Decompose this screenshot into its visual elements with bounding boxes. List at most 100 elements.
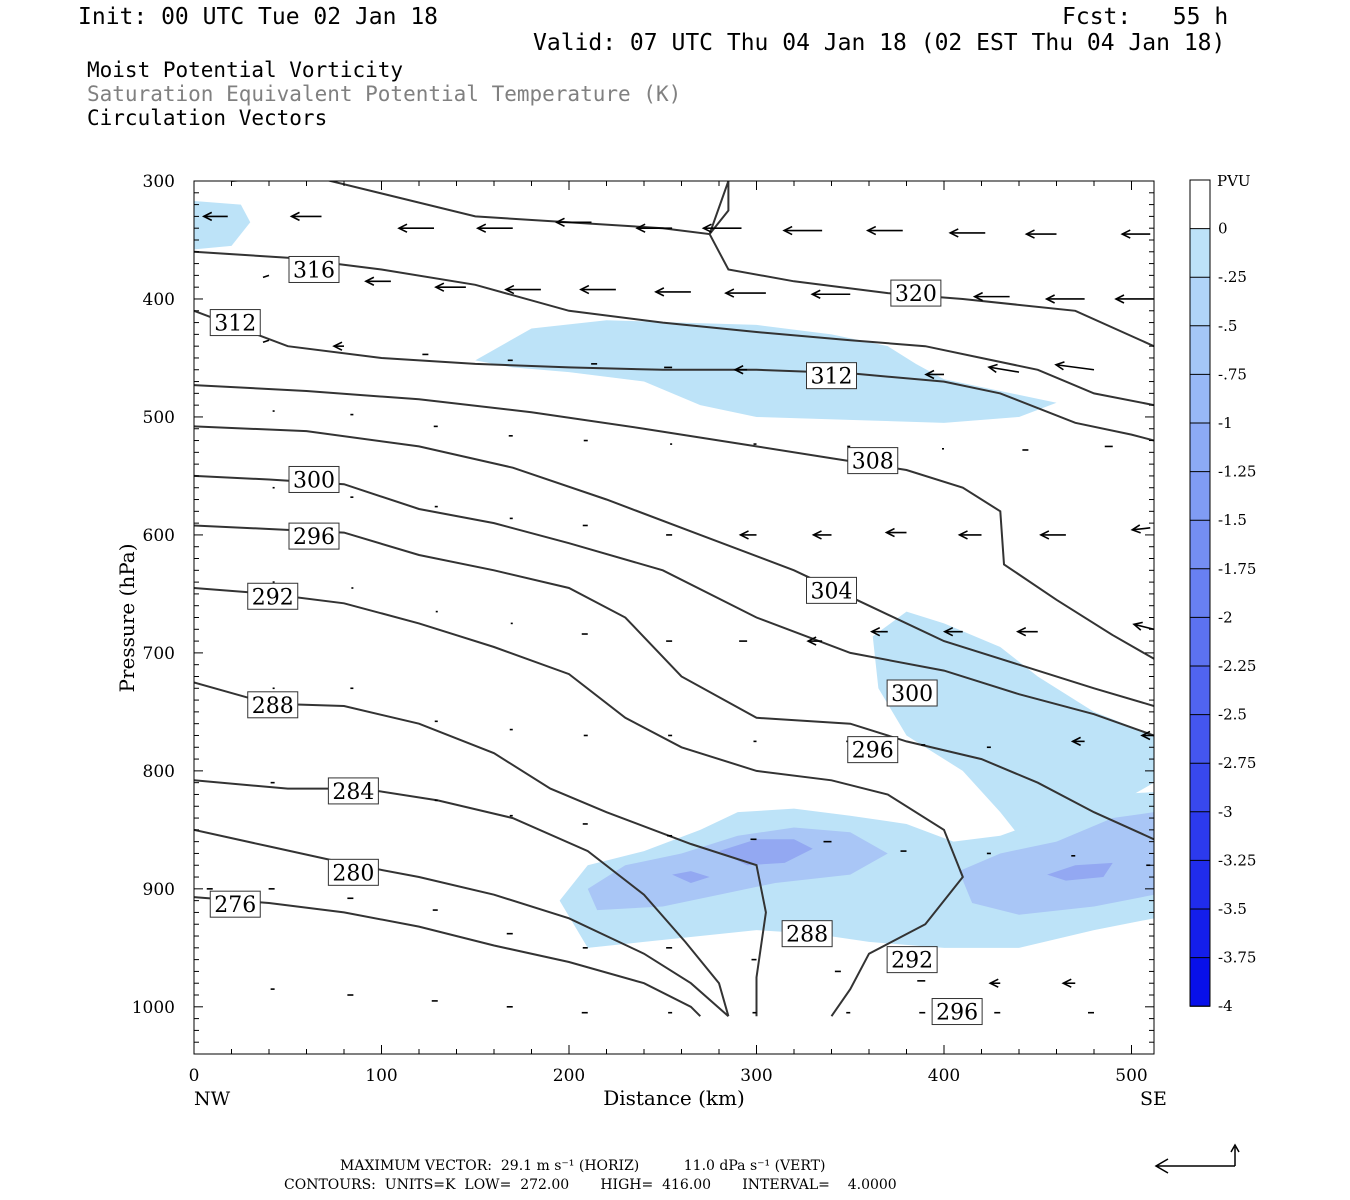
contour-label-box: 300 [886,679,938,707]
vector-arrowhead [475,223,487,233]
vector-arrowhead [1120,229,1131,239]
contour-label-frame [781,920,833,948]
vector-arrowhead [1070,736,1081,747]
contour-label-frame [209,309,261,337]
contour-label: 288 [252,694,294,719]
circulation-vector [988,366,1020,373]
vector-arrowhead [942,626,954,637]
colorbar-cell [1190,763,1210,812]
vector-arrowhead [1015,626,1027,637]
circulation-vector [1133,623,1154,631]
colorbar-label: -3.5 [1218,900,1247,918]
contour-label-box: 296 [847,736,899,764]
contour-label-box: 280 [327,858,379,886]
vector-arrowhead [201,211,213,222]
contour-label: 296 [852,739,894,764]
x-tick-label: 100 [365,1066,397,1086]
vector-arrowhead [865,225,877,236]
circulation-vector [262,274,270,279]
vector-arrowhead [948,228,959,238]
vector-arrowhead [364,276,375,286]
contour-label: 284 [332,780,374,805]
pv-region [959,812,1154,915]
vector-arrowhead [701,223,712,233]
colorbar-label: -1 [1218,414,1233,432]
colorbar-cell [1190,520,1210,569]
contour-label: 300 [293,468,335,493]
vector-arrowhead [884,527,895,538]
contour-label: 320 [895,282,937,307]
vector-arrowhead [924,369,935,380]
contour-320 [231,181,1154,348]
contour-label-frame [847,736,899,764]
contour-label-box: 292 [886,946,938,974]
contour-label: 312 [214,312,256,337]
colorbar-label: -3 [1218,803,1233,821]
contour-label-frame [886,946,938,974]
pv-region [587,827,888,911]
vector-arrowhead [1024,229,1035,239]
colorbar-label: -1.75 [1218,560,1256,578]
contour-276 [194,896,702,1017]
title-vectors: Circulation Vectors [87,106,328,130]
vector-arrowhead [988,978,999,988]
colorbar-cell [1190,568,1210,618]
contour-label-frame [886,679,938,707]
valid-time: Valid: 07 UTC Thu 04 Jan 18 (02 EST Thu … [533,30,1226,56]
contour-label-box: 320 [890,279,942,307]
contour-280 [194,828,730,1017]
vector-arrowhead [1114,294,1125,304]
vector-arrowhead [332,341,343,351]
contour-288 [194,681,767,1017]
colorbar-cell [1190,423,1210,472]
contour-label-box: 312 [806,362,857,390]
colorbar-cell [1190,180,1210,229]
colorbar-label: -4 [1218,997,1233,1015]
y-axis-label: Pressure (hPa) [115,544,139,693]
vector-arrowhead [1140,730,1151,741]
reference-vector-icon [1154,1143,1240,1174]
contour-label: 292 [891,949,933,974]
x-tick-label: 300 [740,1066,772,1086]
vector-arrowhead [957,530,968,540]
contour-label: 296 [936,1001,978,1026]
y-tick-label: 1000 [132,998,175,1018]
vector-arrowhead [434,282,445,292]
contour-label: 312 [811,365,853,390]
vector-arrowhead [1054,361,1065,371]
vector-arrowhead [1130,524,1141,534]
pv-region [194,201,251,250]
colorbar-label: -.5 [1218,317,1237,335]
contour-label: 280 [332,861,374,886]
vector-arrowhead [1132,621,1143,631]
contour-292 [194,587,964,1017]
vector-arrowhead [1044,294,1055,304]
colorbar-cell [1190,374,1210,423]
axis-ticks: 0 100 200 300 400 500 300 400 500 600 700 800 900 100… [132,172,1154,1086]
x-tick-label: 500 [1115,1066,1147,1086]
contour-label-box: 308 [847,447,899,475]
contour-label-box: 300 [288,465,340,493]
contour-label: 300 [891,682,933,707]
contour-label-frame [931,998,983,1026]
contour-labels: 316 312 320 312 308 300 296 304 292 300 288 296 284 2… [209,255,983,1026]
colorbar-label: -3.25 [1218,851,1256,869]
contour-label-box: 284 [327,777,379,805]
vector-arrowhead [579,284,590,295]
contour-label-frame [847,447,899,475]
vector-arrowhead [806,636,817,646]
contour-label-frame [247,582,299,610]
vector-arrowhead [289,211,300,222]
pv-region [475,320,1057,423]
contour-label-box: 316 [288,255,340,283]
pv-region [1047,862,1113,881]
contour-label-box: 292 [247,582,299,610]
contour-label: 304 [811,579,853,604]
y-tick-label: 800 [143,762,175,782]
contour-label-box: 312 [209,309,261,337]
colorbar-label: -1.25 [1218,463,1256,481]
colorbar-label: 0 [1218,220,1228,238]
contour-label-frame [288,522,340,550]
contour-label-box: 304 [806,576,857,604]
pv-region [719,839,813,866]
